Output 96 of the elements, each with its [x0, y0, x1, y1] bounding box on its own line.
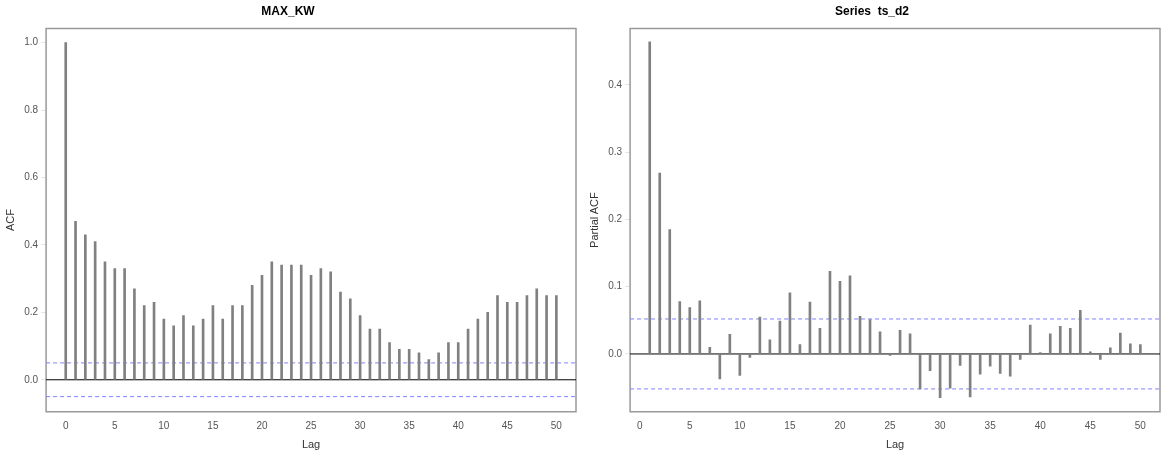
- bar: [172, 325, 175, 380]
- x-tick-label: 50: [550, 419, 563, 431]
- bar: [378, 328, 382, 380]
- chart-title: Series ts_d2: [834, 3, 910, 18]
- bar: [407, 349, 411, 380]
- bar: [241, 305, 244, 380]
- y-tick-label: 0.1: [608, 280, 623, 292]
- x-tick-label: 40: [452, 419, 465, 431]
- bar: [1129, 343, 1132, 354]
- x-axis-title: Lag: [885, 438, 905, 451]
- bar: [1119, 332, 1122, 354]
- bar: [1098, 354, 1102, 360]
- bar: [1008, 354, 1012, 377]
- bar: [678, 301, 682, 354]
- y-tick-label: 0.6: [24, 171, 39, 183]
- bar: [1109, 347, 1112, 354]
- x-tick-label: 35: [403, 419, 416, 431]
- y-tick-label: 0.8: [24, 103, 39, 115]
- bar: [299, 264, 303, 380]
- x-tick-label: 0: [62, 419, 69, 431]
- y-tick-label: 0.0: [24, 373, 39, 385]
- y-tick-label: 0.2: [608, 213, 623, 225]
- bar: [388, 342, 391, 380]
- x-tick-label: 10: [158, 419, 170, 431]
- bar: [348, 298, 352, 380]
- y-tick-label: 0.3: [608, 145, 623, 157]
- bar: [1018, 354, 1022, 360]
- x-tick-label: 30: [354, 419, 367, 431]
- y-tick-label: 0.4: [24, 238, 39, 250]
- y-axis-title: Partial ACF: [587, 192, 600, 248]
- bar: [1088, 351, 1092, 354]
- bar: [221, 318, 225, 380]
- bar: [447, 342, 450, 380]
- bar: [280, 264, 283, 380]
- x-tick-label: 5: [112, 419, 119, 431]
- bar: [1058, 326, 1062, 354]
- y-tick-label: 0.0: [608, 347, 623, 359]
- bar: [658, 172, 662, 354]
- x-tick-label: 15: [784, 419, 796, 431]
- x-tick-label: 50: [1134, 419, 1147, 431]
- bar: [718, 354, 722, 380]
- x-tick-label: 45: [501, 419, 514, 431]
- bar: [250, 285, 254, 380]
- bar: [398, 349, 401, 380]
- bar: [329, 271, 333, 380]
- bar: [555, 295, 558, 380]
- bar: [64, 42, 68, 380]
- bar: [1028, 324, 1032, 354]
- x-tick-label: 5: [687, 419, 693, 431]
- x-tick-label: 20: [256, 419, 268, 431]
- x-tick-label: 0: [636, 419, 643, 431]
- bar: [142, 305, 146, 380]
- bar: [113, 268, 117, 380]
- bar: [339, 291, 342, 380]
- bar: [535, 288, 539, 380]
- bar: [290, 264, 293, 380]
- bar: [437, 352, 440, 380]
- x-tick-label: 20: [834, 419, 846, 431]
- bar: [231, 305, 234, 380]
- bar: [191, 325, 195, 380]
- bar: [182, 315, 185, 380]
- bar: [133, 288, 136, 380]
- bar: [123, 268, 126, 380]
- bar: [1068, 328, 1072, 354]
- bar: [427, 359, 431, 380]
- bar: [998, 354, 1002, 374]
- x-tick-label: 40: [1034, 419, 1047, 431]
- bar: [496, 295, 499, 380]
- bar: [1078, 309, 1082, 354]
- bar: [708, 346, 712, 354]
- bar: [988, 354, 992, 367]
- x-tick-label: 35: [984, 419, 997, 431]
- bar: [486, 312, 490, 380]
- bar: [1139, 344, 1142, 354]
- bar: [456, 342, 460, 380]
- bar: [84, 234, 87, 380]
- bar: [1048, 333, 1052, 354]
- y-tick-label: 0.4: [608, 78, 623, 90]
- bar: [505, 301, 509, 380]
- x-tick-label: 25: [305, 419, 318, 431]
- x-tick-label: 25: [884, 419, 897, 431]
- bar: [74, 220, 77, 380]
- x-tick-label: 10: [734, 419, 746, 431]
- x-tick-label: 15: [207, 419, 219, 431]
- bar: [270, 261, 274, 380]
- bar: [698, 300, 702, 354]
- bar: [545, 295, 548, 380]
- chart-title: MAX_KW: [261, 3, 316, 18]
- x-axis-title: Lag: [301, 438, 321, 451]
- x-tick-label: 30: [934, 419, 947, 431]
- bar: [688, 307, 692, 354]
- y-axis-title: ACF: [3, 208, 16, 232]
- bar: [668, 229, 672, 354]
- x-tick-label: 45: [1084, 419, 1097, 431]
- y-tick-label: 0.2: [24, 306, 39, 318]
- y-tick-label: 1.0: [24, 36, 39, 48]
